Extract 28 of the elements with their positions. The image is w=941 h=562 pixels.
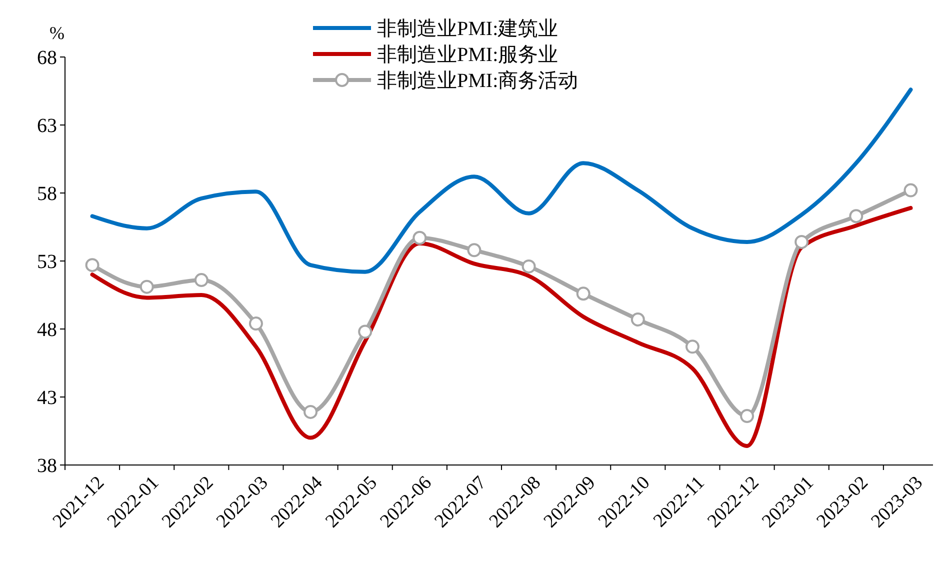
point [248, 316, 263, 331]
legend-label: 非制造业PMI:服务业 [377, 44, 558, 66]
point [140, 280, 154, 294]
y-tick-label: 43 [37, 387, 57, 409]
y-tick-label: 63 [37, 115, 57, 137]
y-tick-label: 58 [37, 183, 57, 205]
y-tick-label: 48 [37, 319, 57, 341]
point [85, 258, 100, 272]
line-series [90, 206, 913, 448]
legend-label: 非制造业PMI:建筑业 [377, 18, 558, 40]
point [576, 286, 590, 301]
legend-label: 非制造业PMI:商务活动 [377, 70, 578, 92]
point [304, 404, 318, 419]
point [849, 209, 864, 224]
point [467, 243, 482, 258]
point [412, 230, 427, 245]
point [522, 259, 536, 274]
point [740, 409, 754, 424]
point [904, 183, 918, 198]
point [630, 312, 645, 326]
point [358, 324, 372, 339]
y-tick-label: 38 [37, 455, 57, 477]
y-tick-label: 68 [37, 47, 57, 69]
point [685, 340, 700, 354]
y-axis-title: % [50, 23, 64, 43]
point [194, 273, 208, 288]
point [794, 234, 809, 249]
y-tick-label: 53 [37, 251, 57, 273]
